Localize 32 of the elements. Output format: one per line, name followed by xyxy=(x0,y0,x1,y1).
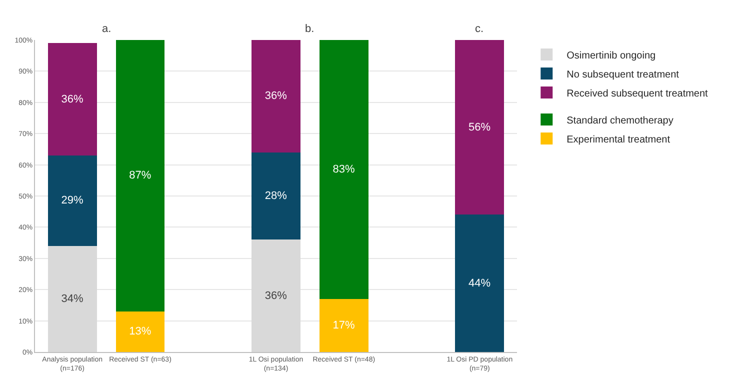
bar xyxy=(455,214,504,352)
legend-label: Experimental treatment xyxy=(566,134,670,146)
bar xyxy=(319,298,368,352)
data-label: 28% xyxy=(264,190,288,202)
bar xyxy=(252,152,300,240)
bar xyxy=(252,40,300,152)
data-label: 56% xyxy=(468,121,491,134)
bar xyxy=(319,40,368,299)
legend-label: Standard chemotherapy xyxy=(566,115,674,126)
text: a. xyxy=(102,23,112,35)
bar xyxy=(48,155,97,246)
bar xyxy=(455,40,504,215)
bar xyxy=(116,311,165,352)
legend-label: Received subsequent treatment xyxy=(566,88,708,100)
data-label: 36% xyxy=(264,290,288,302)
bar xyxy=(48,246,97,352)
text: b. xyxy=(305,23,314,35)
bar xyxy=(48,43,97,156)
data-label: 13% xyxy=(129,326,152,338)
data-label: 87% xyxy=(129,170,152,182)
data-label: 29% xyxy=(61,194,84,207)
text: c. xyxy=(475,23,484,35)
data-label: 36% xyxy=(61,93,84,106)
data-label: 36% xyxy=(264,90,288,102)
legend-label: Osimertinib ongoing xyxy=(566,50,656,62)
data-label: 44% xyxy=(468,277,491,290)
data-label: 83% xyxy=(332,163,356,176)
bar xyxy=(116,40,165,312)
data-label: 17% xyxy=(332,319,356,332)
bar xyxy=(252,240,300,352)
data-label: 34% xyxy=(61,292,84,305)
legend-label: No subsequent treatment xyxy=(566,69,680,80)
